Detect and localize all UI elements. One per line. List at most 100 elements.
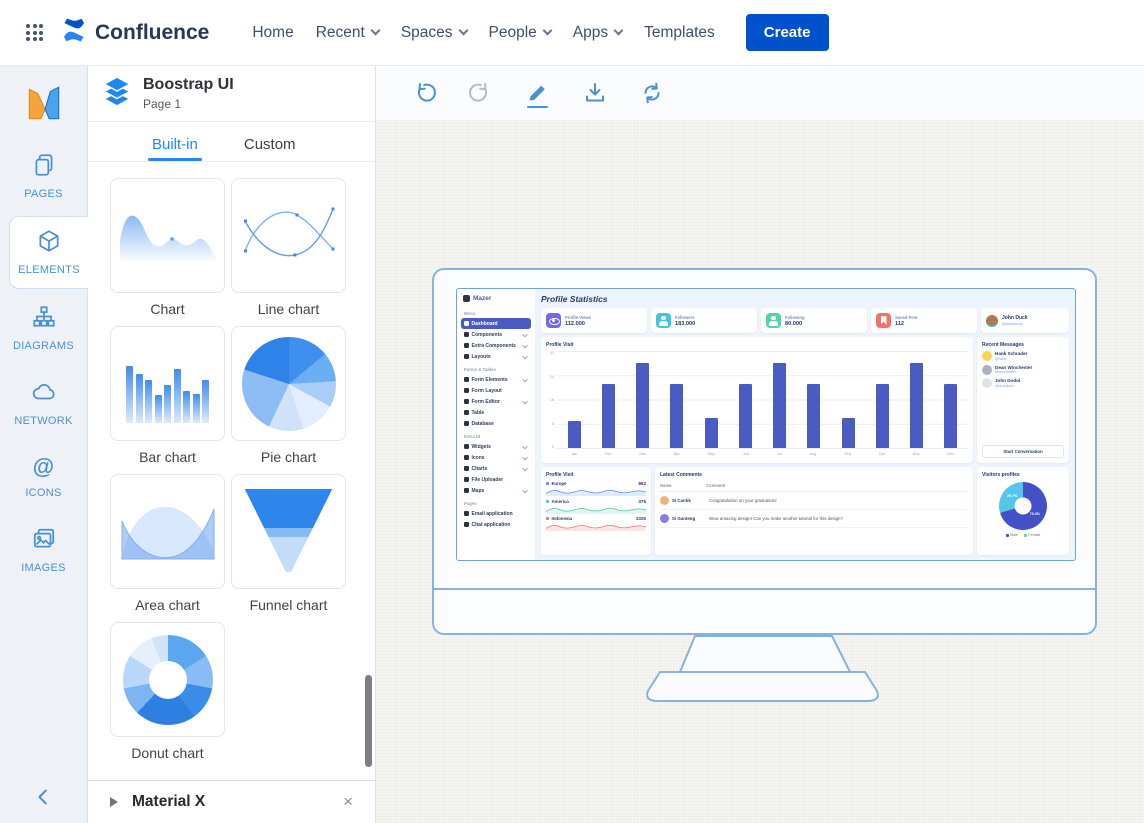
mockitt-logo[interactable] <box>23 82 65 129</box>
menu-glyph-icon <box>464 377 469 382</box>
dashboard-menu-item: Database <box>461 418 531 429</box>
tab-custom[interactable]: Custom <box>243 136 296 153</box>
confluence-brand[interactable]: Confluence <box>61 17 209 48</box>
dashboard-menu-item: File Uploader <box>461 474 531 485</box>
menu-glyph-icon <box>464 466 469 471</box>
nav-item-spaces[interactable]: Spaces <box>401 24 468 42</box>
dashboard-main: Profile Statistics Profile Views 1 <box>535 289 1075 560</box>
refresh-button[interactable] <box>640 81 664 105</box>
nav-item-templates[interactable]: Templates <box>644 23 715 41</box>
rail-item-images[interactable]: IMAGES <box>0 515 87 586</box>
rail-item-pages[interactable]: PAGES <box>0 141 87 212</box>
bar <box>944 384 958 448</box>
segment-label: 29.7% <box>1007 494 1018 498</box>
element-card-line-chart[interactable]: Line chart <box>231 178 346 317</box>
collapse-panel-chevron[interactable] <box>33 786 55 813</box>
element-card-area-chart[interactable]: Area chart <box>110 474 225 613</box>
stat-card: Saved Post 112 <box>871 308 977 333</box>
stat-icon <box>656 313 671 328</box>
edit-pencil-button[interactable] <box>526 81 550 108</box>
rail-item-elements[interactable]: ELEMENTS <box>9 216 88 289</box>
legend-dot <box>546 517 549 520</box>
element-card-donut-chart[interactable]: Donut chart <box>110 622 225 761</box>
x-axis: Jan Feb Mar Apr May Jun Jul Aug Sep Oct Nov Dec <box>557 449 968 458</box>
bar <box>807 384 821 448</box>
material-x-label: Material X <box>132 793 206 810</box>
dashboard-menu-item: Forms & Tables <box>464 366 496 372</box>
menu-glyph-icon <box>464 511 469 516</box>
menu-glyph-icon <box>464 332 469 337</box>
pie-chart-thumbnail[interactable] <box>231 326 346 441</box>
chevron-down-icon <box>542 25 553 36</box>
rail-item-network[interactable]: NETWORK <box>0 368 87 439</box>
mazer-logo: Mazer <box>461 293 531 306</box>
canvas-workspace[interactable]: Mazer Menu <box>376 120 1144 823</box>
stat-card: Following 80.000 <box>761 308 867 333</box>
month-label: Apr <box>673 451 680 456</box>
visitors-profiles-card: Visitors profiles 70.3% 29.7% <box>977 467 1069 555</box>
icon-rail: PAGES ELEMENTS <box>0 66 88 823</box>
elements-cube-icon <box>36 228 62 257</box>
nav-item-recent[interactable]: Recent <box>316 24 381 42</box>
nav-item-apps[interactable]: Apps <box>573 24 624 42</box>
line-chart-thumbnail[interactable] <box>231 178 346 293</box>
expand-triangle-icon[interactable] <box>110 797 118 807</box>
element-card-chart[interactable]: Chart <box>110 178 225 317</box>
app-switcher-icon[interactable] <box>26 24 43 41</box>
panel-header: Boostrap UI Page 1 <box>88 66 375 122</box>
dashboard-menu-item: Form Elements <box>461 374 531 385</box>
funnel-chart-thumbnail[interactable] <box>231 474 346 589</box>
monitor-frame[interactable]: Mazer Menu <box>432 268 1097 635</box>
avatar <box>982 364 992 375</box>
dashboard-heading: Profile Statistics <box>541 294 608 304</box>
tab-built-in[interactable]: Built-in <box>148 122 202 161</box>
dashboard-menu-item: Form Layout <box>461 385 531 396</box>
stat-icon <box>876 313 891 328</box>
images-icon <box>31 526 57 555</box>
start-conversation-button: Start Conversation <box>982 445 1064 458</box>
rail-item-icons[interactable]: @ ICONS <box>25 454 62 499</box>
menu-glyph-icon <box>464 488 469 493</box>
canvas-toolbar <box>376 66 1144 120</box>
comment-row: Si Cantik Congratulation on your graduat… <box>660 492 968 510</box>
nav-item-home[interactable]: Home <box>252 23 294 41</box>
area-chart-thumbnail[interactable] <box>110 474 225 589</box>
element-card-pie-chart[interactable]: Pie chart <box>231 326 346 465</box>
nav-item-people[interactable]: People <box>489 24 553 42</box>
close-icon[interactable]: × <box>343 792 353 811</box>
stat-cards: Profile Views 112.000 Followers <box>541 308 977 333</box>
message-user: Hank Schrader @hank <box>982 351 1064 361</box>
stat-card: Followers 183.000 <box>651 308 757 333</box>
material-x-section[interactable]: Material X × <box>88 780 375 823</box>
month-label: Aug <box>809 451 817 456</box>
undo-button[interactable] <box>412 81 436 105</box>
chart-thumbnail[interactable] <box>110 178 225 293</box>
element-card-funnel-chart[interactable]: Funnel chart <box>231 474 346 613</box>
comment-rows: Si Cantik Congratulation on your graduat… <box>660 492 968 528</box>
dashboard-menu-item: Maps <box>461 485 531 496</box>
chevron-down-icon <box>370 25 381 36</box>
layers-icon <box>102 75 132 112</box>
donut-chart-thumbnail[interactable] <box>110 622 225 737</box>
pages-icon <box>31 152 57 181</box>
menu-glyph-icon <box>464 410 469 415</box>
bar <box>670 384 684 448</box>
month-label: Oct <box>878 451 885 456</box>
create-button[interactable]: Create <box>745 14 829 51</box>
dashboard-menu-item: Layouts <box>461 351 531 362</box>
bar-chart-thumbnail[interactable] <box>110 326 225 441</box>
month-label: May <box>707 451 715 456</box>
diagram-tree-icon <box>31 304 57 333</box>
element-card-bar-chart[interactable]: Bar chart <box>110 326 225 465</box>
download-button[interactable] <box>583 81 607 105</box>
panel-scrollbar-thumb[interactable] <box>365 675 372 767</box>
confluence-logo-icon <box>61 17 87 48</box>
month-label: Jan <box>570 451 578 456</box>
bar <box>636 363 650 448</box>
page-label[interactable]: Page 1 <box>143 97 182 111</box>
monitor-stand[interactable] <box>636 635 886 705</box>
rail-item-diagrams[interactable]: DIAGRAMS <box>0 293 87 364</box>
sparkline <box>546 524 646 531</box>
redo-button[interactable] <box>469 81 493 105</box>
legend-dot <box>546 499 549 503</box>
